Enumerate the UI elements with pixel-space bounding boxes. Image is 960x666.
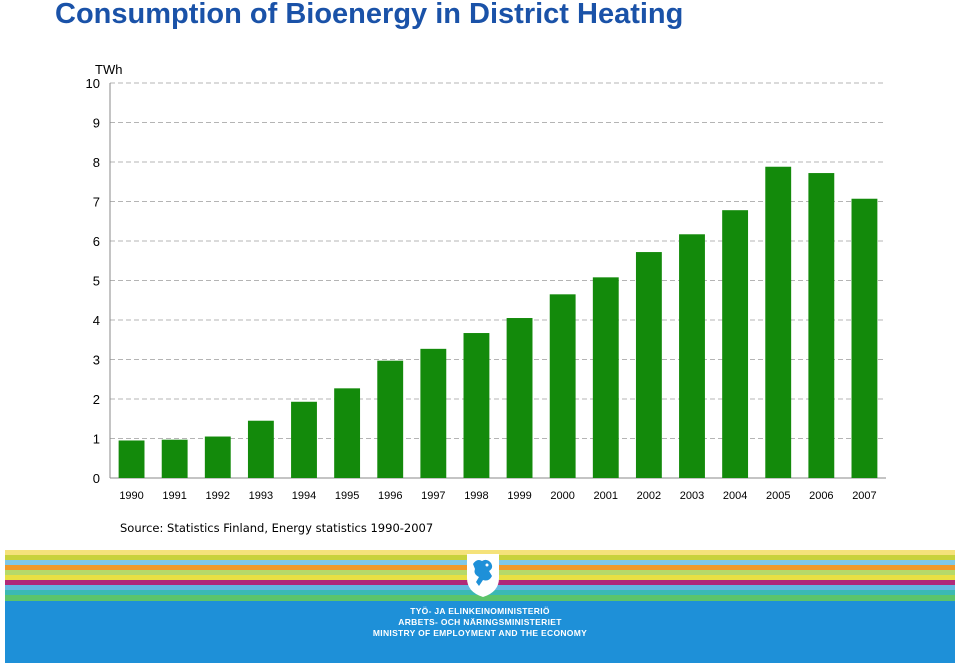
bar-1992 bbox=[204, 436, 231, 478]
x-tick-label: 2003 bbox=[680, 490, 704, 502]
bar-1995 bbox=[334, 388, 361, 478]
y-tick-label: 2 bbox=[93, 392, 100, 407]
bars bbox=[118, 166, 878, 479]
y-tick-label: 5 bbox=[93, 274, 100, 289]
y-tick-label: 4 bbox=[93, 313, 100, 328]
x-tick-label: 2007 bbox=[852, 490, 876, 502]
bar-1998 bbox=[463, 333, 490, 478]
bar-1994 bbox=[291, 401, 317, 478]
bar-2006 bbox=[808, 173, 835, 478]
y-tick-label: 3 bbox=[93, 353, 100, 368]
x-tick-label: 2004 bbox=[723, 490, 747, 502]
bar-2000 bbox=[549, 294, 576, 478]
x-tick-label: 1993 bbox=[249, 490, 273, 502]
bar-2007 bbox=[851, 198, 878, 479]
x-tick-label: 2001 bbox=[594, 490, 618, 502]
y-tick-label: 6 bbox=[93, 234, 100, 249]
y-tick-label: 8 bbox=[93, 155, 100, 170]
x-tick-label: 1992 bbox=[206, 490, 230, 502]
ministry-name-english: MINISTRY OF EMPLOYMENT AND THE ECONOMY bbox=[372, 628, 588, 638]
y-tick-label: 1 bbox=[93, 432, 100, 447]
x-tick-label: 1999 bbox=[507, 490, 531, 502]
bar-1997 bbox=[420, 348, 447, 478]
ministry-name-swedish: ARBETS- OCH NÄRINGSMINISTERIET bbox=[398, 617, 562, 627]
y-tick-label: 0 bbox=[93, 471, 100, 486]
x-tick-label: 1997 bbox=[421, 490, 445, 502]
x-tick-label: 1990 bbox=[119, 490, 143, 502]
stripe bbox=[5, 595, 955, 601]
finnish-lion-crest-icon bbox=[467, 554, 499, 597]
x-tick-label: 1998 bbox=[464, 490, 488, 502]
x-tick-label: 1996 bbox=[378, 490, 402, 502]
bar-2003 bbox=[679, 234, 705, 478]
bar-1999 bbox=[506, 318, 533, 478]
bar-1996 bbox=[377, 360, 404, 478]
x-tick-label: 2000 bbox=[550, 490, 574, 502]
bar-1991 bbox=[161, 439, 188, 478]
x-tick-label: 2002 bbox=[637, 490, 661, 502]
x-tick-label: 2005 bbox=[766, 490, 790, 502]
y-tick-labels: 0 1 2 3 4 5 6 7 8 9 10 bbox=[86, 76, 100, 486]
bar-2005 bbox=[765, 166, 792, 479]
ministry-footer-banner: TYÖ- JA ELINKEINOMINISTERIÖ ARBETS- OCH … bbox=[5, 550, 955, 663]
x-tick-label: 1991 bbox=[162, 490, 186, 502]
bar-1990 bbox=[118, 440, 145, 478]
y-axis-unit-label: TWh bbox=[95, 62, 122, 77]
x-tick-labels: 1990 1991 1992 1993 1994 1995 1996 1997 1998 1999… bbox=[119, 490, 876, 502]
ministry-name-finnish: TYÖ- JA ELINKEINOMINISTERIÖ bbox=[410, 606, 550, 616]
bar-2001 bbox=[592, 277, 619, 478]
bar-2004 bbox=[722, 210, 749, 478]
gridlines bbox=[110, 82, 886, 439]
bar-2002 bbox=[635, 252, 662, 478]
bar-1993 bbox=[247, 420, 274, 478]
x-tick-label: 2006 bbox=[809, 490, 833, 502]
y-tick-label: 10 bbox=[86, 76, 100, 91]
source-note: Source: Statistics Finland, Energy stati… bbox=[120, 521, 434, 535]
x-tick-label: 1994 bbox=[292, 490, 316, 502]
chart-title: Consumption of Bioenergy in District Hea… bbox=[55, 0, 684, 30]
stripe bbox=[5, 550, 955, 556]
x-tick-label: 1995 bbox=[335, 490, 359, 502]
y-tick-label: 7 bbox=[93, 195, 100, 210]
y-tick-label: 9 bbox=[93, 116, 100, 131]
